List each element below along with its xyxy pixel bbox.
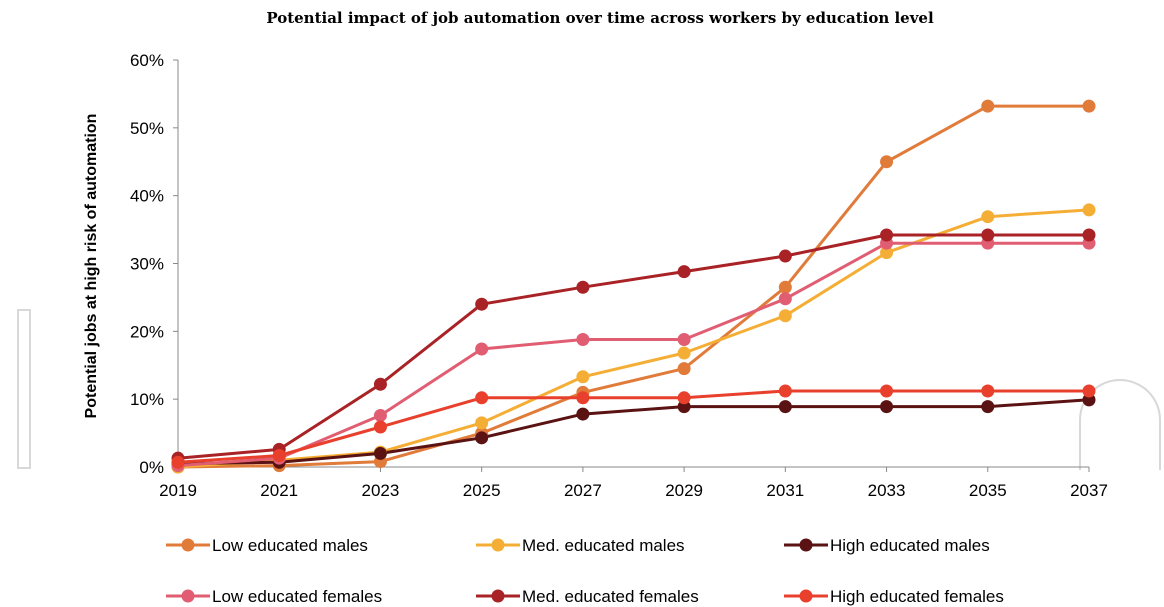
- y-tick-labels: 0% 10% 20% 30% 40% 50% 60%: [130, 51, 164, 477]
- x-tick-label: 2025: [463, 481, 501, 500]
- data-point: [677, 362, 691, 376]
- y-tick-label: 0%: [139, 458, 164, 477]
- watermark-logo: [17, 309, 1161, 470]
- data-point: [981, 400, 995, 414]
- data-point: [373, 446, 387, 460]
- data-point: [576, 391, 590, 405]
- y-tick-label: 10%: [130, 390, 164, 409]
- data-point: [171, 455, 185, 469]
- legend-swatch-marker: [181, 538, 195, 552]
- legend-swatch-marker: [799, 538, 813, 552]
- legend-swatch-marker: [491, 589, 505, 603]
- x-tick-label: 2037: [1070, 481, 1108, 500]
- data-point: [1082, 203, 1096, 217]
- x-tick-label: 2033: [868, 481, 906, 500]
- data-point: [880, 400, 894, 414]
- data-point: [778, 309, 792, 323]
- legend: Low educated males Med. educated males Hig…: [166, 536, 1004, 606]
- legend-label: High educated females: [830, 587, 1004, 606]
- x-tick-label: 2035: [969, 481, 1007, 500]
- data-point: [778, 292, 792, 306]
- series-line: [177, 398, 1090, 466]
- legend-label: Med. educated females: [522, 587, 699, 606]
- data-point: [677, 346, 691, 360]
- data-point: [677, 265, 691, 279]
- data-point: [373, 408, 387, 422]
- data-point: [880, 246, 894, 260]
- data-point: [475, 297, 489, 311]
- legend-swatch-marker: [181, 589, 195, 603]
- x-tick-label: 2019: [159, 481, 197, 500]
- data-point: [576, 407, 590, 421]
- data-point: [981, 384, 995, 398]
- legend-swatch-marker: [491, 538, 505, 552]
- data-point: [576, 332, 590, 346]
- data-point: [981, 228, 995, 242]
- data-point: [475, 342, 489, 356]
- series-line: [177, 104, 1089, 469]
- data-point: [1082, 228, 1096, 242]
- x-tick-label: 2021: [260, 481, 298, 500]
- y-axis-title: Potential jobs at high risk of automatio…: [83, 114, 100, 419]
- data-point: [475, 416, 489, 430]
- x-tick-label: 2031: [766, 481, 804, 500]
- data-point: [272, 448, 286, 462]
- x-tick-label: 2027: [564, 481, 602, 500]
- y-tick-label: 30%: [130, 255, 164, 274]
- legend-label: High educated males: [830, 536, 990, 555]
- data-point: [373, 420, 387, 434]
- data-point: [677, 391, 691, 405]
- legend-label: Med. educated males: [522, 536, 685, 555]
- series-line: [177, 389, 1089, 464]
- data-point: [1082, 384, 1096, 398]
- data-point: [677, 332, 691, 346]
- y-tick-label: 40%: [130, 187, 164, 206]
- x-tick-label: 2023: [362, 481, 400, 500]
- data-point: [778, 400, 792, 414]
- legend-label: Low educated males: [212, 536, 368, 555]
- data-point: [778, 384, 792, 398]
- data-point: [576, 280, 590, 294]
- data-point: [880, 384, 894, 398]
- data-point: [373, 377, 387, 391]
- data-point: [475, 431, 489, 445]
- chart-title: Potential impact of job automation over …: [266, 9, 934, 27]
- series-line: [177, 241, 1089, 468]
- x-tick-labels: 2019 2021 2023 2025 2027 2029 2031 2033 2035 2037: [159, 481, 1108, 500]
- data-point: [981, 99, 995, 113]
- data-point: [576, 370, 590, 384]
- data-point: [981, 210, 995, 224]
- data-point: [1082, 99, 1096, 113]
- y-tick-label: 20%: [130, 322, 164, 341]
- data-point: [778, 280, 792, 294]
- data-point: [880, 155, 894, 169]
- legend-label: Low educated females: [212, 587, 382, 606]
- series-lines: [177, 104, 1090, 469]
- y-tick-label: 50%: [130, 119, 164, 138]
- series-line: [177, 233, 1089, 460]
- data-point: [880, 228, 894, 242]
- data-point: [475, 391, 489, 405]
- y-tick-label: 60%: [130, 51, 164, 70]
- legend-swatch-marker: [799, 589, 813, 603]
- series-points: [171, 99, 1096, 474]
- x-tick-label: 2029: [665, 481, 703, 500]
- data-point: [778, 249, 792, 263]
